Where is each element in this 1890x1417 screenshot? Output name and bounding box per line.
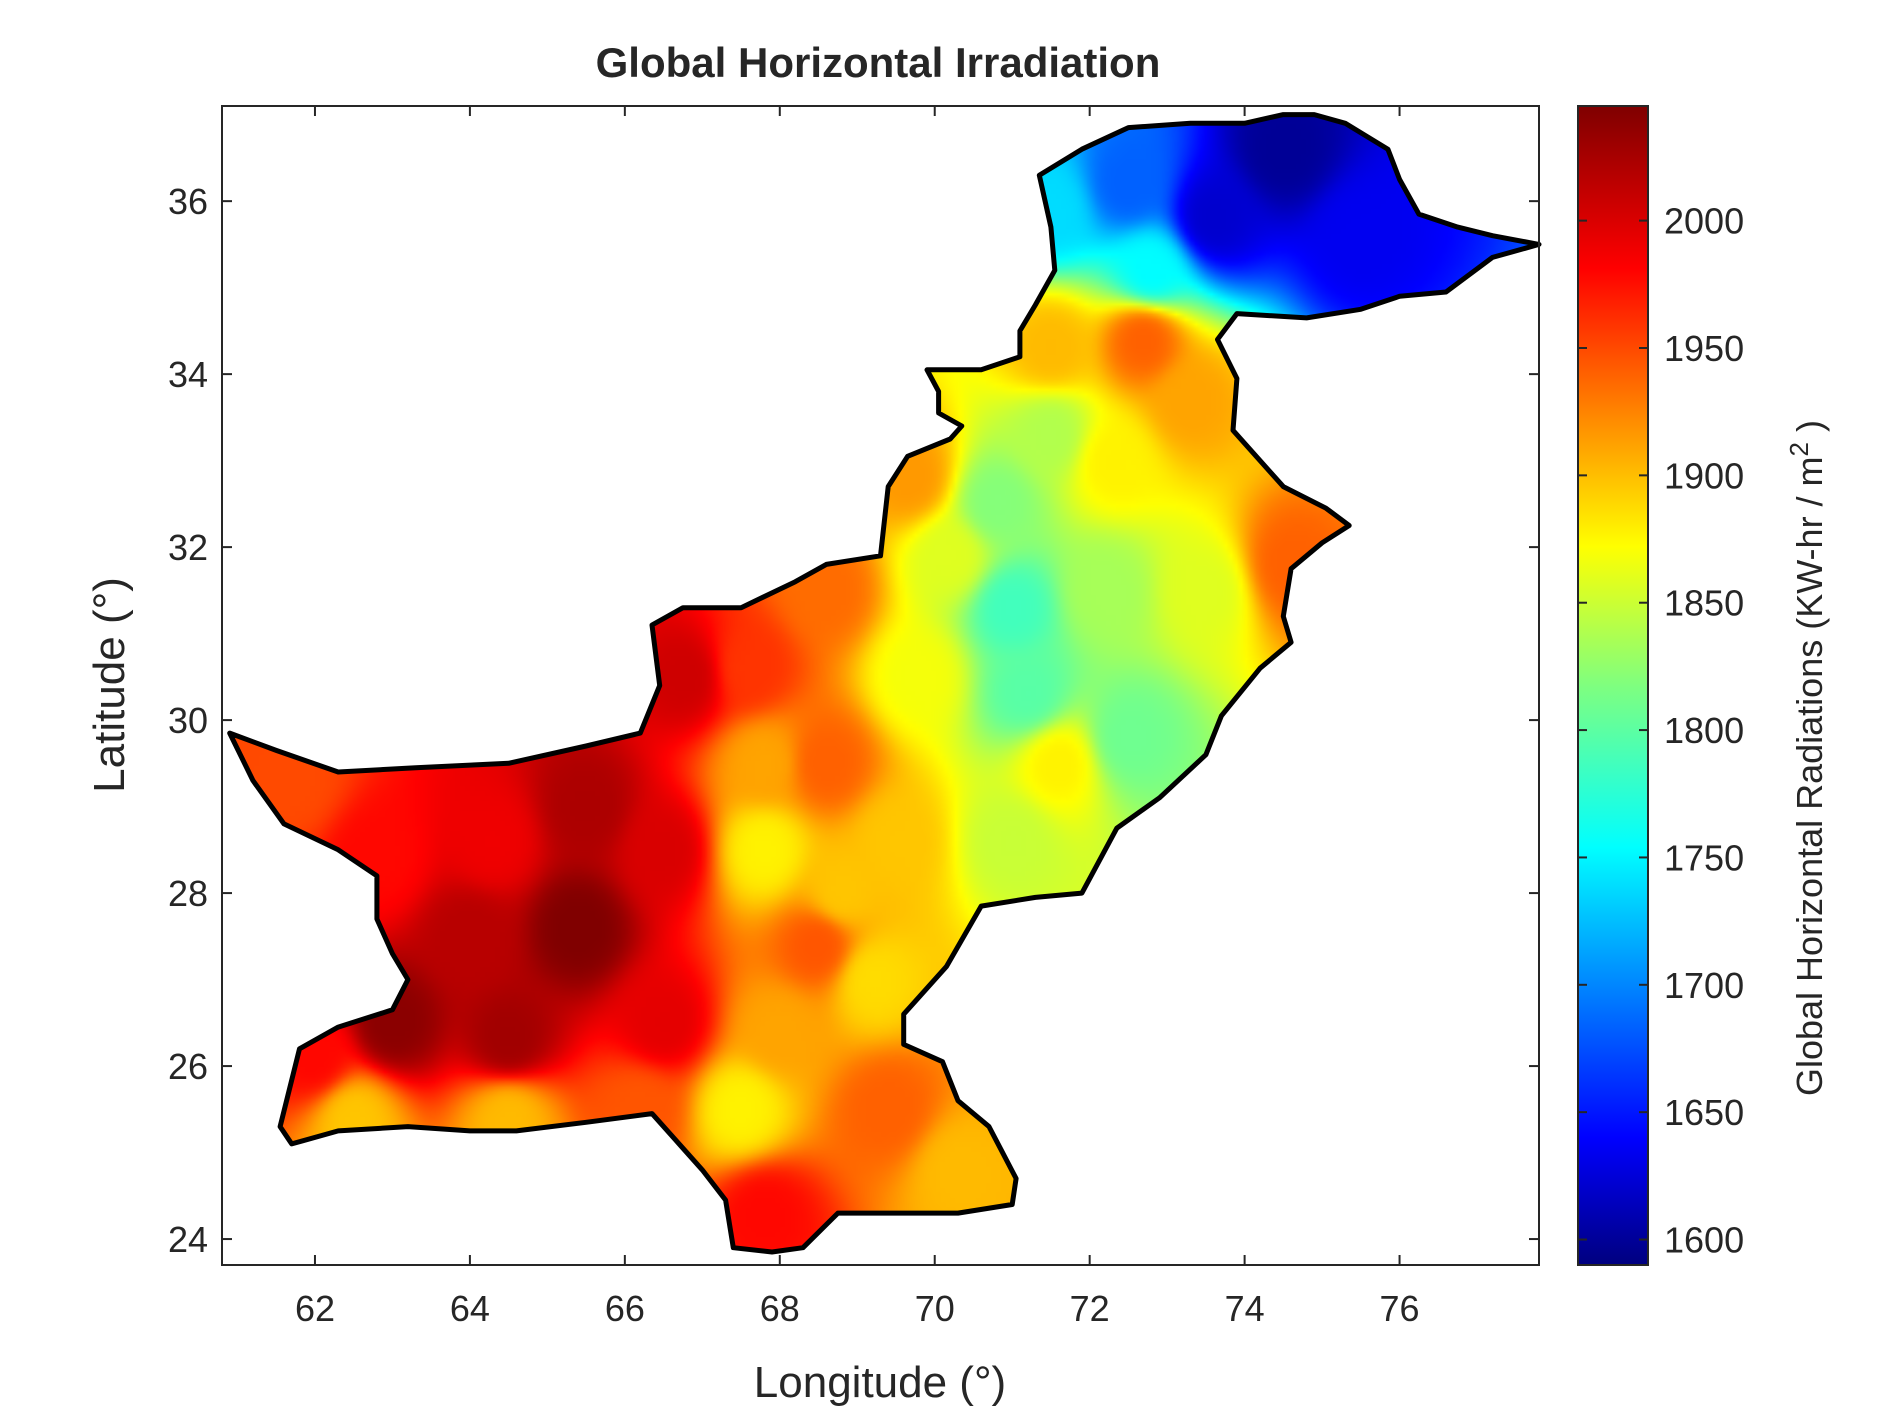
y-tick-label: 34 xyxy=(168,354,208,395)
colorbar-tick-label: 2000 xyxy=(1664,201,1744,242)
x-tick-label: 62 xyxy=(295,1288,335,1329)
y-tick-label: 26 xyxy=(168,1046,208,1087)
y-tick-label: 36 xyxy=(168,181,208,222)
y-axis-label: Latitude (°) xyxy=(85,577,134,793)
x-axis-ticks: 62 64 66 68 70 72 74 76 xyxy=(295,106,1420,1329)
x-tick-label: 64 xyxy=(450,1288,490,1329)
y-tick-label: 24 xyxy=(168,1219,208,1260)
x-tick-label: 68 xyxy=(760,1288,800,1329)
y-tick-label: 30 xyxy=(168,700,208,741)
colorbar-label-text: Global Horizontal Radiations (KW-hr / m xyxy=(1789,456,1830,1096)
colorbar-label: Global Horizontal Radiations (KW-hr / m2… xyxy=(1784,420,1830,1096)
y-tick-label: 28 xyxy=(168,873,208,914)
colorbar-label-suffix: ) xyxy=(1789,420,1830,442)
colorbar-tick-label: 1600 xyxy=(1664,1220,1744,1261)
x-tick-label: 74 xyxy=(1225,1288,1265,1329)
colorbar-ticks: 1600 1650 1700 1750 1800 1850 1900 1950 2000 xyxy=(1578,201,1744,1261)
y-tick-label: 32 xyxy=(168,527,208,568)
x-tick-label: 66 xyxy=(605,1288,645,1329)
map-title: Global Horizontal Irradiation xyxy=(596,39,1161,86)
x-tick-label: 76 xyxy=(1380,1288,1420,1329)
x-axis-label: Longitude (°) xyxy=(754,1358,1006,1407)
x-tick-label: 72 xyxy=(1070,1288,1110,1329)
colorbar: 1600 1650 1700 1750 1800 1850 1900 1950 2000 Glo… xyxy=(1577,105,1830,1266)
colorbar-tick-label: 1800 xyxy=(1664,710,1744,751)
colorbar-tick-label: 1700 xyxy=(1664,965,1744,1006)
colorbar-tick-label: 1750 xyxy=(1664,837,1744,878)
colorbar-tick-label: 1950 xyxy=(1664,328,1744,369)
x-tick-label: 70 xyxy=(915,1288,955,1329)
colorbar-label-superscript: 2 xyxy=(1784,442,1814,456)
map-axes: 62 64 66 68 70 72 74 76 24 26 28 30 32 34 36 xyxy=(168,105,1542,1329)
plot-frame xyxy=(221,105,1540,1266)
colorbar-gradient xyxy=(1577,105,1649,1266)
colorbar-tick-label: 1900 xyxy=(1664,455,1744,496)
colorbar-tick-label: 1850 xyxy=(1664,583,1744,624)
y-axis-ticks: 24 26 28 30 32 34 36 xyxy=(168,181,1539,1260)
pakistan-border xyxy=(227,112,1542,1255)
colorbar-tick-label: 1650 xyxy=(1664,1092,1744,1133)
